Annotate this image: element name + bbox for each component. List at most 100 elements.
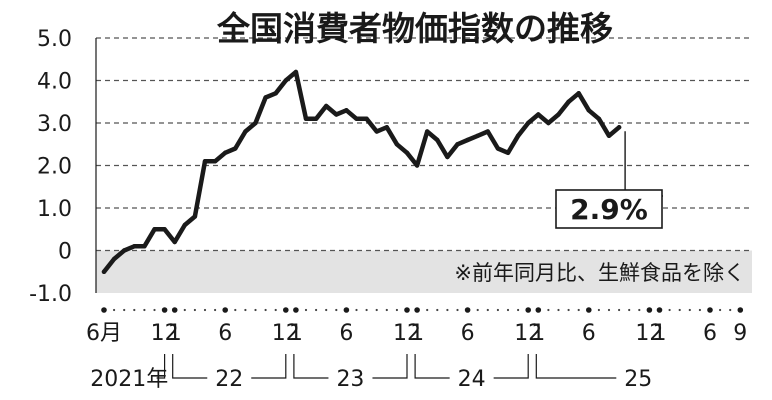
x-tick-label: 1	[168, 321, 182, 346]
x-tick-label: 6	[461, 321, 475, 346]
y-tick-label: 2.0	[37, 155, 72, 180]
month-dot	[304, 308, 308, 312]
data-point	[122, 248, 127, 253]
month-dot	[668, 308, 671, 312]
month-dot	[214, 308, 217, 312]
data-point	[495, 146, 501, 151]
month-dot	[375, 308, 378, 312]
month-dot	[719, 308, 722, 312]
month-marker	[464, 307, 471, 313]
month-dot	[446, 308, 449, 312]
data-point	[283, 78, 288, 83]
month-dot	[698, 308, 702, 312]
month-dot	[325, 308, 328, 312]
month-marker	[646, 307, 653, 313]
data-point	[546, 120, 551, 126]
data-point	[404, 150, 410, 155]
month-marker	[656, 307, 663, 313]
data-point	[556, 112, 561, 117]
month-dot	[517, 308, 520, 312]
x-tick-label: 6	[582, 321, 596, 346]
month-dot	[597, 308, 601, 312]
data-point	[485, 129, 490, 134]
month-dot	[395, 308, 398, 312]
negative-band	[96, 250, 752, 293]
data-point	[202, 159, 208, 164]
callout-value: 2.9%	[570, 193, 648, 226]
x-tick-label: 6	[339, 321, 353, 346]
month-dot	[183, 308, 186, 312]
x-tick-label: 6	[218, 321, 232, 346]
month-dot	[123, 308, 126, 312]
data-point	[243, 129, 248, 134]
data-point	[101, 269, 107, 274]
month-dot	[203, 308, 207, 312]
year-bracket	[535, 354, 617, 379]
month-dot	[426, 308, 429, 312]
month-dot	[385, 308, 388, 312]
data-point	[576, 91, 581, 96]
month-dot	[496, 308, 499, 312]
data-point	[152, 227, 157, 232]
data-point	[475, 133, 480, 138]
data-point	[313, 116, 319, 121]
month-dot	[618, 308, 621, 312]
data-point	[273, 91, 278, 96]
x-tick-label: 12	[393, 321, 421, 346]
month-marker	[707, 307, 713, 313]
callout-leader	[624, 131, 663, 197]
x-tick-label: 12	[635, 321, 663, 346]
y-tick-label: 1.0	[37, 197, 72, 222]
data-point	[324, 103, 329, 109]
x-tick-label: 12	[151, 321, 179, 346]
x-tick-label: 12	[514, 321, 542, 346]
month-dot	[567, 308, 570, 312]
month-dot	[244, 308, 247, 312]
data-point	[334, 112, 339, 117]
data-point	[293, 69, 299, 75]
month-dot	[113, 308, 116, 312]
data-point	[162, 227, 167, 232]
month-marker	[171, 307, 178, 313]
data-point	[566, 99, 571, 104]
month-dot	[133, 308, 136, 312]
month-marker	[525, 307, 531, 313]
data-point	[505, 150, 511, 155]
data-point	[455, 142, 460, 147]
x-tick-label: 1	[653, 321, 667, 346]
year-bracket	[414, 354, 450, 379]
y-tick-label: 0	[58, 240, 72, 265]
x-tick-label: 9	[733, 321, 747, 346]
data-point	[364, 116, 369, 121]
data-point	[303, 116, 309, 121]
data-point	[142, 244, 147, 249]
data-point	[435, 137, 440, 143]
year-label: 25	[624, 367, 652, 392]
year-label: 22	[215, 367, 243, 392]
y-tick-label: 4.0	[37, 70, 72, 95]
month-dot	[476, 308, 479, 312]
y-tick-label: 5.0	[37, 27, 72, 52]
data-point	[354, 116, 359, 121]
data-point	[526, 120, 531, 126]
data-point	[465, 137, 470, 143]
data-point	[394, 142, 400, 147]
data-point	[374, 129, 379, 134]
data-point	[536, 112, 541, 117]
data-point	[172, 239, 177, 245]
month-dot	[688, 308, 691, 312]
month-marker	[101, 307, 107, 313]
month-dot	[577, 308, 580, 312]
month-dot	[193, 308, 196, 312]
x-tick-label: 12	[272, 321, 300, 346]
data-point	[111, 256, 117, 262]
data-point	[596, 116, 602, 121]
month-dot	[264, 308, 267, 312]
month-dot	[355, 308, 358, 312]
chart-note: ※前年同月比、生鮮食品を除く	[454, 261, 745, 285]
month-marker	[404, 307, 410, 313]
data-point	[425, 129, 430, 134]
month-marker	[586, 307, 592, 313]
data-point	[606, 133, 612, 138]
year-label: 23	[336, 367, 364, 392]
